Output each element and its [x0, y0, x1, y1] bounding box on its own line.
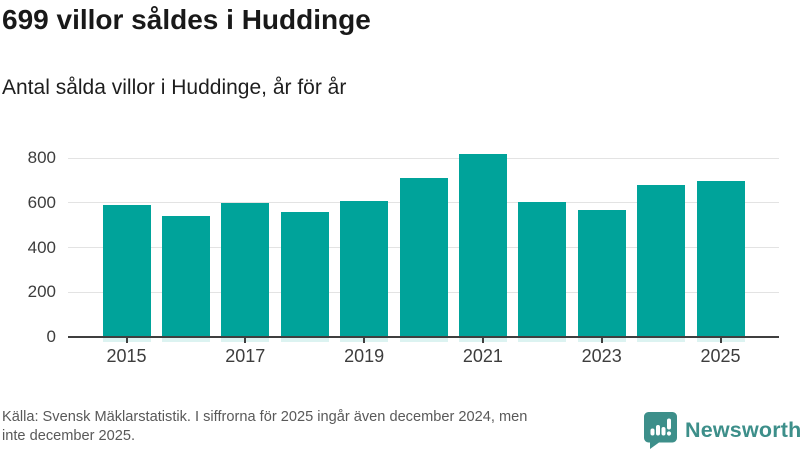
x-axis-label-2021: 2021 [462, 346, 503, 366]
source-line: Källa: Svensk Mäklarstatistik. I siffror… [2, 409, 528, 425]
bar-2018 [280, 211, 329, 337]
x-axis-label-2023: 2023 [581, 346, 622, 366]
x-axis-label-2025: 2025 [700, 346, 741, 366]
y-axis-label: 600 [27, 192, 56, 212]
bar-2019 [340, 201, 389, 337]
gridline-800 [68, 157, 779, 159]
bar-underglow [518, 338, 567, 342]
newsworthy-wordmark: Newsworthy [685, 417, 800, 442]
newsworthy-logo[interactable]: Newsworthy [644, 411, 800, 449]
source-note: Källa: Svensk Mäklarstatistik. I siffror… [2, 408, 638, 445]
x-tick-2019 [363, 338, 366, 343]
x-axis-line [68, 336, 779, 338]
x-tick-2017 [244, 338, 247, 343]
bar-2016 [161, 215, 210, 337]
x-axis-label-2019: 2019 [344, 346, 385, 366]
bar-underglow [637, 338, 686, 342]
x-axis-label-2015: 2015 [106, 346, 147, 366]
bar-chart: 2015 2017 2019 2021 2023 2025 0 200 400 600 800 [0, 140, 800, 380]
bar-2025 [696, 180, 745, 337]
bar-2015 [102, 205, 151, 337]
bar-underglow [280, 338, 329, 342]
x-tick-2021 [481, 338, 484, 343]
x-tick-2023 [600, 338, 603, 343]
bar-underglow [161, 338, 210, 342]
y-axis-label: 200 [27, 282, 56, 302]
bar-2022 [518, 201, 567, 337]
bar-2020 [399, 178, 448, 337]
x-axis-label-2017: 2017 [225, 346, 266, 366]
y-axis-label: 0 [46, 327, 56, 346]
bar-2023 [577, 209, 626, 337]
y-axis-label: 800 [27, 148, 56, 167]
x-tick-2025 [719, 338, 722, 343]
bar-2024 [637, 185, 686, 337]
newsworthy-icon [644, 411, 678, 449]
bar-2021 [458, 154, 507, 337]
bar-2017 [221, 202, 270, 337]
chart-subtitle: Antal sålda villor i Huddinge, år för år [2, 76, 347, 99]
y-axis-label: 400 [27, 237, 56, 257]
source-line: inte december 2025. [2, 427, 136, 444]
chart-title: 699 villor såldes i Huddinge [2, 4, 371, 35]
x-tick-2015 [125, 338, 128, 343]
plot-area: 2015 2017 2019 2021 2023 2025 [68, 140, 779, 370]
bar-underglow [399, 338, 448, 342]
